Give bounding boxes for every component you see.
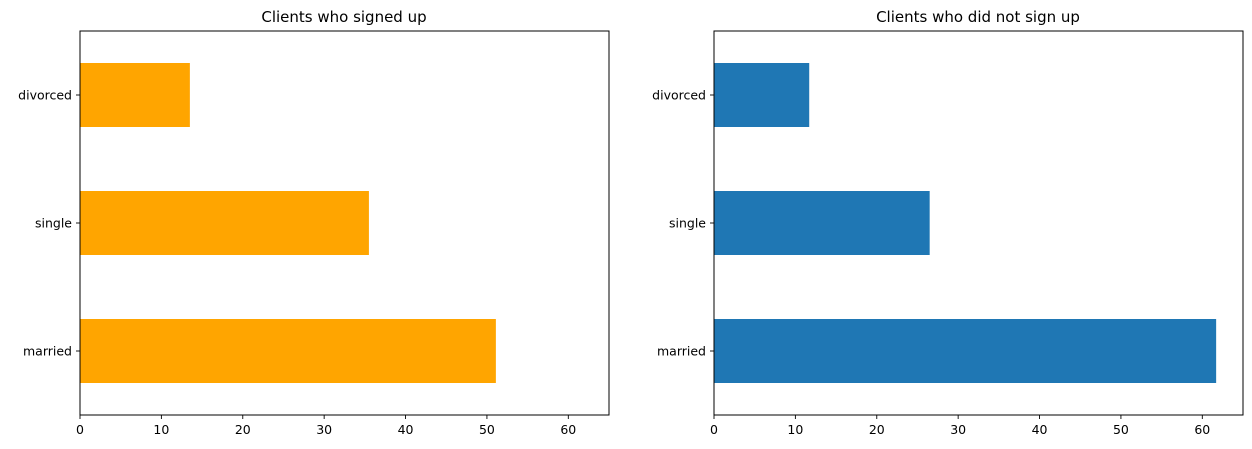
bar-married — [714, 319, 1217, 383]
axes-frame — [79, 30, 610, 416]
chart-signed-up: Clients who signed up married single divor… — [18, 8, 610, 437]
x-tick-label: 10 — [787, 422, 803, 437]
x-tick-label: 50 — [479, 422, 495, 437]
bar-divorced — [714, 63, 810, 127]
y-tick-label: single — [669, 216, 706, 231]
bar-married — [80, 319, 496, 383]
x-tick-label: 10 — [153, 422, 169, 437]
bar-divorced — [80, 63, 190, 127]
y-tick-label: divorced — [18, 88, 72, 103]
axes-frame — [713, 30, 1244, 416]
chart-title: Clients who signed up — [261, 8, 426, 26]
x-tick-label: 20 — [235, 422, 251, 437]
x-tick-label: 30 — [316, 422, 332, 437]
y-tick-label: married — [23, 344, 72, 359]
y-tick-label: divorced — [652, 88, 706, 103]
bar-single — [80, 191, 369, 255]
x-tick-label: 60 — [560, 422, 576, 437]
x-tick-label: 40 — [398, 422, 414, 437]
y-tick-label: married — [657, 344, 706, 359]
chart-title: Clients who did not sign up — [876, 8, 1080, 26]
x-tick-label: 40 — [1032, 422, 1048, 437]
bar-single — [714, 191, 930, 255]
chart-not-signed-up: Clients who did not sign up married singl… — [652, 8, 1244, 437]
x-tick-label: 50 — [1113, 422, 1129, 437]
y-tick-label: single — [35, 216, 72, 231]
x-tick-label: 30 — [950, 422, 966, 437]
x-tick-label: 0 — [76, 422, 84, 437]
x-tick-label: 60 — [1194, 422, 1210, 437]
x-tick-label: 0 — [710, 422, 718, 437]
x-tick-label: 20 — [869, 422, 885, 437]
